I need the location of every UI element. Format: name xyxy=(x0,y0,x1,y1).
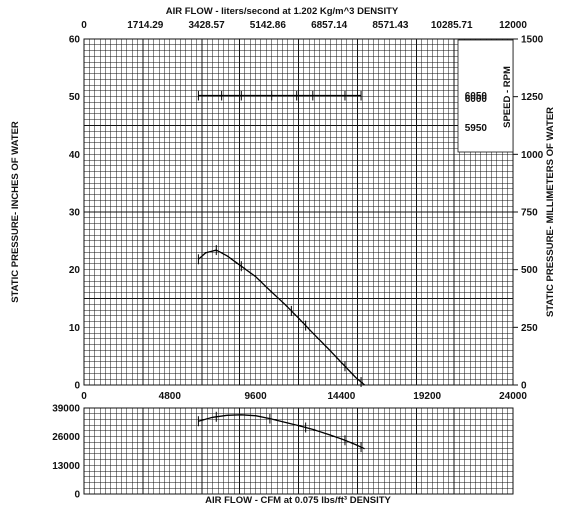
pressure-curve-6000rpm xyxy=(197,249,366,386)
x-tick-label: 24000 xyxy=(499,391,527,402)
power-plot-grid xyxy=(83,407,514,495)
speed-value-low: 5950 xyxy=(465,123,488,134)
top-tick-label: 6857.14 xyxy=(311,20,348,31)
y-tick-label: 40 xyxy=(69,150,81,161)
speed-rpm-label: SPEED - RPM xyxy=(502,66,513,128)
right-axis-label: STATIC PRESSURE- MILLIMETERS OF WATER xyxy=(545,107,556,317)
left-axis-label: STATIC PRESSURE- INCHES OF WATER xyxy=(10,121,21,303)
y-tick-label: 50 xyxy=(69,92,81,103)
y2-tick-label: 750 xyxy=(521,208,538,219)
y2-tick-label: 1250 xyxy=(521,92,544,103)
power-grid-frame xyxy=(83,407,514,495)
x-tick-label: 0 xyxy=(81,391,87,402)
y-tick-label: 10 xyxy=(69,323,81,334)
y-tick-label: 30 xyxy=(69,208,81,219)
x-tick-label: 4800 xyxy=(159,391,182,402)
top-tick-label: 1714.29 xyxy=(127,20,164,31)
power-y-tick-label: 0 xyxy=(74,490,80,501)
top-tick-label: 3428.57 xyxy=(188,20,225,31)
y2-tick-label: 1000 xyxy=(521,150,544,161)
x-tick-label: 14400 xyxy=(327,391,355,402)
y-tick-label: 20 xyxy=(69,265,81,276)
top-tick-label: 8571.43 xyxy=(372,20,409,31)
y2-tick-label: 500 xyxy=(521,265,538,276)
power-curve xyxy=(198,414,365,450)
power-y-tick-label: 39000 xyxy=(52,404,80,415)
y2-tick-label: 0 xyxy=(521,381,527,392)
speed-value-mid: 6000 xyxy=(465,94,488,105)
top-axis-label: AIR FLOW - liters/second at 1.202 Kg/m^3… xyxy=(166,6,399,17)
y-tick-label: 60 xyxy=(69,35,81,46)
y2-tick-label: 1500 xyxy=(521,35,544,46)
y2-tick-label: 250 xyxy=(521,323,538,334)
speed-legend-box: 6050 6000 5950 SPEED - RPM xyxy=(457,39,514,153)
bottom-axis-label: AIR FLOW - CFM at 0.075 lbs/ft³ DENSITY xyxy=(205,495,391,506)
top-tick-label: 10285.71 xyxy=(431,20,473,31)
data-marks xyxy=(197,90,366,453)
top-tick-label: 0 xyxy=(81,20,87,31)
tick-labels: 0 1714.29 3428.57 5142.86 6857.14 8571.43 1028… xyxy=(52,20,543,501)
main-plot-grid xyxy=(83,38,514,386)
y-tick-label: 0 xyxy=(74,381,80,392)
power-y-tick-label: 13000 xyxy=(52,461,80,472)
top-tick-label: 12000 xyxy=(499,20,527,31)
top-tick-label: 5142.86 xyxy=(250,20,287,31)
power-y-tick-label: 26000 xyxy=(52,432,80,443)
x-tick-label: 9600 xyxy=(244,391,267,402)
speed-value-high: 6050 xyxy=(465,91,488,102)
x-tick-label: 19200 xyxy=(413,391,441,402)
